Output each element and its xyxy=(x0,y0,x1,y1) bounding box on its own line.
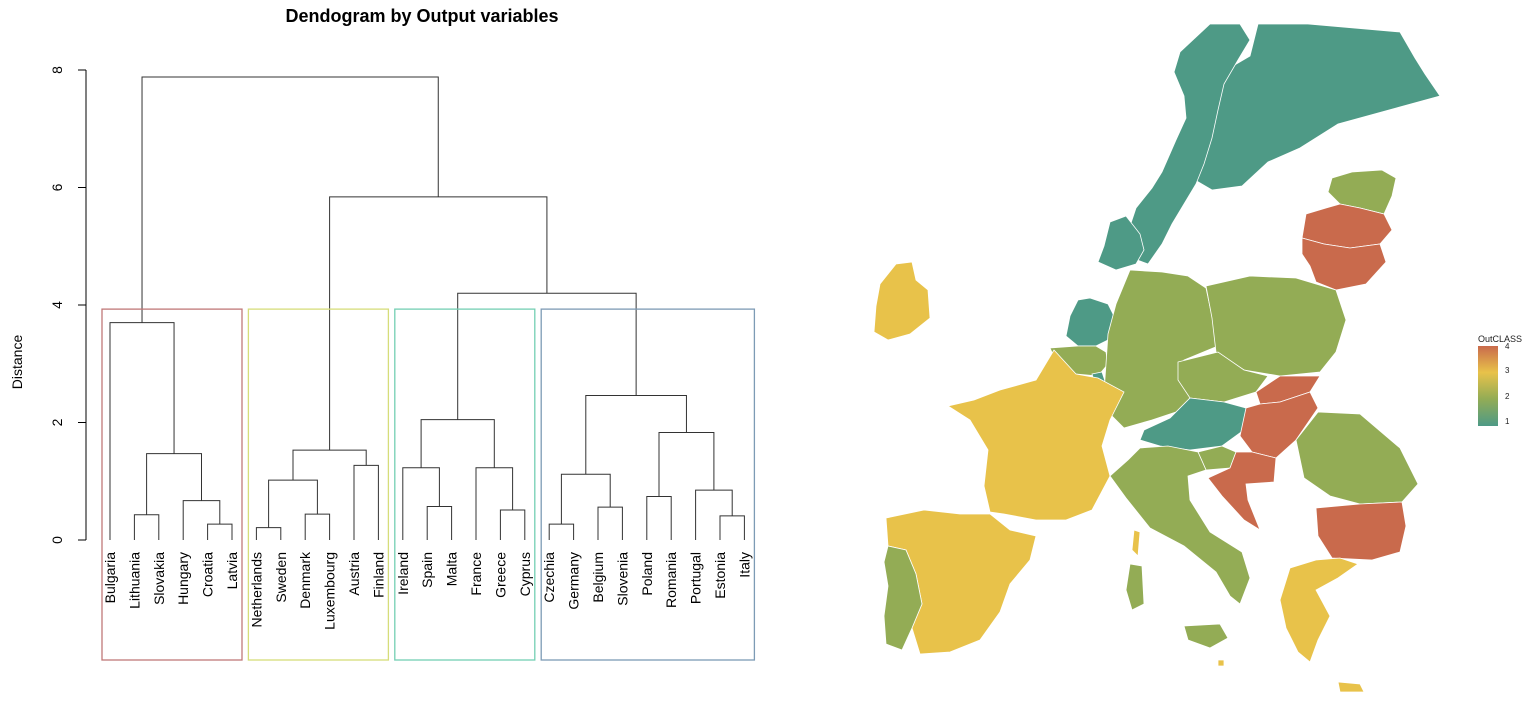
dendrogram-link xyxy=(268,479,318,528)
dendrogram-link xyxy=(560,473,611,525)
region-netherlands xyxy=(1065,297,1117,347)
leaf-label: Bulgaria xyxy=(102,552,118,604)
leaf-label: Greece xyxy=(492,552,508,598)
leaf-label: Luxembourg xyxy=(322,552,338,630)
region-sweden xyxy=(1121,23,1251,265)
dendrogram-link xyxy=(182,500,221,540)
dendrogram-link xyxy=(426,506,453,540)
legend-tick: 1 xyxy=(1505,417,1510,426)
leaf-label: Lithuania xyxy=(126,552,142,609)
cluster-boxes xyxy=(101,308,756,661)
y-axis-label: Distance xyxy=(9,335,25,390)
leaf-label: Netherlands xyxy=(248,552,264,628)
y-tick-label: 6 xyxy=(49,183,65,191)
region-ireland xyxy=(873,261,931,341)
region-greece xyxy=(1279,557,1359,663)
leaf-label: Slovakia xyxy=(151,552,167,605)
region-corsica xyxy=(1131,529,1141,557)
legend-color-bar xyxy=(1478,346,1498,426)
region-crete xyxy=(1337,681,1365,693)
region-lithuania xyxy=(1301,237,1387,291)
dendrogram-link xyxy=(402,467,440,540)
region-estonia xyxy=(1327,169,1397,215)
y-tick-label: 2 xyxy=(49,418,65,426)
leaf-label: Portugal xyxy=(688,552,704,604)
legend-tick: 2 xyxy=(1505,392,1510,401)
dendrogram-link xyxy=(585,394,687,475)
dendrogram-link xyxy=(304,513,331,540)
leaf-label: Austria xyxy=(346,552,362,596)
dendrogram-link xyxy=(109,322,175,540)
region-poland xyxy=(1205,275,1347,377)
region-bulgaria xyxy=(1315,501,1407,561)
dendrogram-link xyxy=(457,292,637,420)
cluster-box xyxy=(540,308,756,661)
region-italy xyxy=(1109,445,1251,605)
region-portugal xyxy=(883,545,923,651)
leaf-label: Cyprus xyxy=(517,552,533,596)
leaf-label: Czechia xyxy=(541,552,557,603)
region-denmark xyxy=(1097,215,1145,271)
legend-tick: 4 xyxy=(1505,342,1510,351)
outclass-map xyxy=(873,23,1441,693)
dendrogram-link xyxy=(719,515,745,540)
region-hungary xyxy=(1239,391,1319,459)
y-tick-label: 8 xyxy=(49,66,65,74)
dendrogram-link xyxy=(146,453,202,515)
leaf-label: Italy xyxy=(736,552,752,578)
dendrogram-tree xyxy=(109,76,745,540)
y-tick-label: 0 xyxy=(49,536,65,544)
dendrogram-link xyxy=(499,509,526,540)
chart-title: Dendogram by Output variables xyxy=(285,6,558,26)
dendrogram-link xyxy=(420,419,495,468)
legend-title: OutCLASS xyxy=(1478,334,1523,344)
leaf-label: Denmark xyxy=(297,551,313,609)
dendrogram-link xyxy=(695,489,733,540)
dendrogram-link xyxy=(646,496,672,540)
leaf-label: Latvia xyxy=(224,552,240,590)
leaf-label: Spain xyxy=(419,552,435,588)
leaf-label: Estonia xyxy=(712,552,728,599)
region-france xyxy=(946,349,1125,521)
y-axis: 0 2 4 6 8 xyxy=(49,66,87,544)
y-tick-label: 4 xyxy=(49,301,65,309)
dendrogram-link xyxy=(207,523,233,540)
leaf-label: France xyxy=(468,552,484,596)
leaf-label: Poland xyxy=(639,552,655,596)
leaf-label: Belgium xyxy=(590,552,606,603)
region-croatia xyxy=(1207,451,1277,531)
leaf-label: Hungary xyxy=(175,552,191,605)
dendrogram-link xyxy=(133,514,160,540)
dendrogram-link xyxy=(548,523,575,540)
dendrogram-link xyxy=(658,431,715,497)
dendrogram-link xyxy=(255,527,282,540)
region-sicily xyxy=(1183,623,1229,649)
leaf-labels: Bulgaria Lithuania Slovakia Hungary Croatia L… xyxy=(102,551,752,630)
leaf-label: Germany xyxy=(566,552,582,610)
leaf-label: Malta xyxy=(444,552,460,586)
leaf-label: Ireland xyxy=(395,552,411,595)
cluster-box xyxy=(101,308,243,661)
leaf-label: Sweden xyxy=(273,552,289,603)
region-sardinia xyxy=(1125,563,1145,611)
dendrogram-link xyxy=(475,467,514,540)
dendrogram-link xyxy=(597,506,623,540)
region-romania xyxy=(1295,411,1419,505)
leaf-label: Slovenia xyxy=(614,552,630,606)
legend-tick: 3 xyxy=(1505,366,1510,375)
dendrogram-link xyxy=(329,196,548,451)
leaf-label: Finland xyxy=(370,552,386,598)
dendrogram-link xyxy=(353,464,379,540)
map-legend: OutCLASS 4 3 2 1 xyxy=(1478,334,1534,434)
region-malta xyxy=(1217,659,1225,667)
leaf-label: Romania xyxy=(663,552,679,608)
cluster-box xyxy=(247,308,390,661)
dendrogram-chart: Dendogram by Output variables Distance 0… xyxy=(9,6,756,661)
dendrogram-link xyxy=(141,76,439,323)
leaf-label: Croatia xyxy=(200,552,216,597)
cluster-box xyxy=(394,308,536,661)
